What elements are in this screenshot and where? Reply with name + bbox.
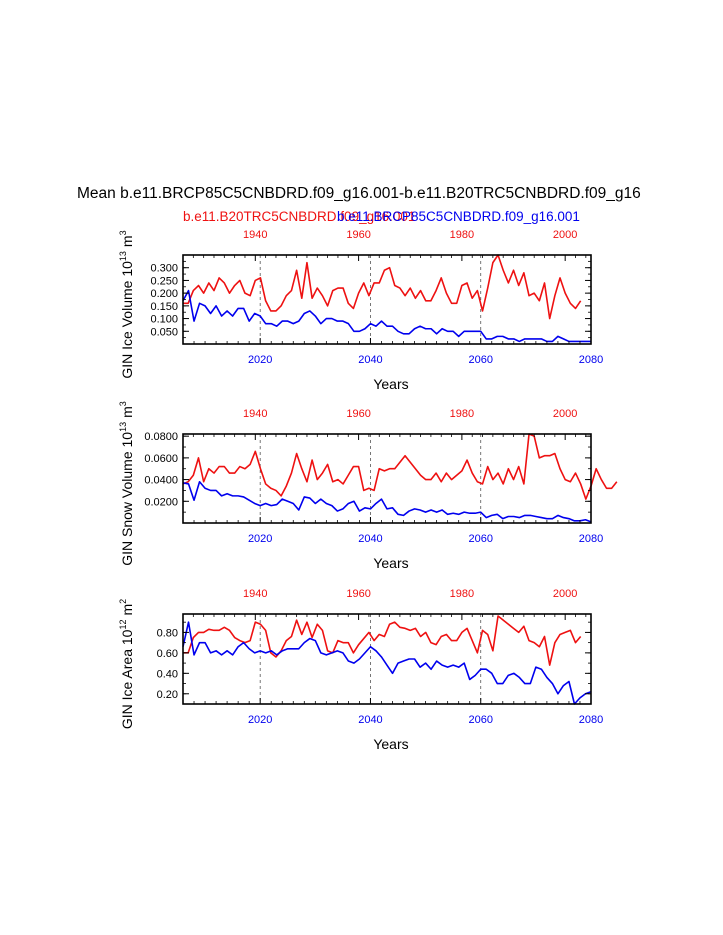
- y-axis-title-unit: m: [119, 235, 135, 247]
- series-line-rcp85: [182, 289, 591, 343]
- y-axis-title-text: GIN Snow Volume 10: [119, 432, 135, 566]
- series-line-historical: [182, 433, 618, 500]
- panel-3: 0.20 0.40 0.60 0.80 2020 2040 2060 2080 1940 1960…: [118, 588, 603, 752]
- y-axis-title: GIN Ice Area 1012 m2: [118, 599, 135, 729]
- x-bottom-tick-label: 2060: [468, 533, 492, 545]
- x-bottom-tick-label: 2080: [579, 354, 603, 366]
- x-top-tick-label: 2000: [553, 408, 577, 420]
- x-bottom-tick-label: 2020: [248, 354, 272, 366]
- y-tick-label: 0.150: [150, 301, 178, 313]
- x-top-tick-label: 1980: [450, 408, 474, 420]
- x-top-tick-label: 2000: [553, 588, 577, 600]
- x-bottom-tick-label: 2020: [248, 533, 272, 545]
- y-axis-title-exponent: 12: [118, 620, 128, 630]
- y-tick-label: 0.80: [157, 627, 178, 639]
- x-top-tick-label: 2000: [553, 229, 577, 241]
- y-tick-label: 0.20: [157, 689, 178, 701]
- x-axis-title: Years: [373, 736, 408, 752]
- y-axis-title-text: GIN Ice Volume 10: [119, 261, 135, 379]
- y-tick-label: 0.250: [150, 275, 178, 287]
- y-tick-label: 0.300: [150, 263, 178, 275]
- y-axis-title-exponent: 13: [118, 422, 128, 432]
- y-axis-title-text: GIN Ice Area 10: [119, 629, 135, 729]
- legend-blue-run-label: b.e11.BRCP85C5CNBDRD.f09_g16.001: [337, 209, 580, 224]
- y-tick-label: 0.0800: [144, 431, 178, 443]
- legend-red-run-label: b.e11.B20TRC5CNBDRD.f09_g16.001: [183, 209, 415, 224]
- x-top-tick-label: 1940: [243, 229, 267, 241]
- x-bottom-tick-label: 2040: [358, 714, 382, 726]
- y-axis-title-exponent: 13: [118, 251, 128, 261]
- y-tick-label: 0.0200: [144, 496, 178, 508]
- x-bottom-tick-label: 2020: [248, 714, 272, 726]
- y-axis-title-unit: m: [119, 406, 135, 418]
- plot-frame: [182, 613, 592, 705]
- x-top-tick-label: 1980: [450, 229, 474, 241]
- x-top-tick-label: 1940: [243, 408, 267, 420]
- y-tick-label: 0.100: [150, 314, 178, 326]
- figure-title: Mean b.e11.BRCP85C5CNBDRD.f09_g16.001-b.…: [77, 185, 641, 202]
- series-line-historical: [183, 615, 582, 666]
- y-tick-label: 0.050: [150, 326, 178, 338]
- y-tick-label: 0.0600: [144, 453, 178, 465]
- x-bottom-tick-label: 2080: [579, 533, 603, 545]
- panel-2: 0.0200 0.0400 0.0600 0.0800 2020 2040 2060 2080…: [118, 401, 618, 571]
- plot-frame: [182, 433, 592, 524]
- x-top-tick-label: 1960: [346, 588, 370, 600]
- x-axis-title: Years: [373, 555, 408, 571]
- y-tick-label: 0.200: [150, 288, 178, 300]
- y-tick-label: 0.60: [157, 648, 178, 660]
- x-bottom-tick-label: 2060: [468, 354, 492, 366]
- series-line-rcp85: [182, 480, 592, 523]
- y-axis-title-unit-exponent: 3: [118, 230, 128, 235]
- x-top-tick-label: 1960: [346, 229, 370, 241]
- x-bottom-tick-label: 2040: [358, 533, 382, 545]
- x-top-tick-label: 1940: [243, 588, 267, 600]
- x-axis-title: Years: [373, 376, 408, 392]
- series-line-rcp85: [182, 621, 592, 705]
- y-axis-title: GIN Snow Volume 1013 m3: [118, 401, 135, 566]
- x-top-tick-label: 1980: [450, 588, 474, 600]
- series-line-historical: [183, 254, 582, 320]
- y-axis-title-unit-exponent: 3: [118, 401, 128, 406]
- x-bottom-tick-label: 2040: [358, 354, 382, 366]
- y-axis-title-unit-exponent: 2: [118, 599, 128, 604]
- x-bottom-tick-label: 2060: [468, 714, 492, 726]
- y-tick-label: 0.40: [157, 668, 178, 680]
- x-top-tick-label: 1960: [346, 408, 370, 420]
- y-axis-title-unit: m: [119, 604, 135, 616]
- x-bottom-tick-label: 2080: [579, 714, 603, 726]
- y-axis-title: GIN Ice Volume 1013 m3: [118, 230, 135, 378]
- y-tick-label: 0.0400: [144, 475, 178, 487]
